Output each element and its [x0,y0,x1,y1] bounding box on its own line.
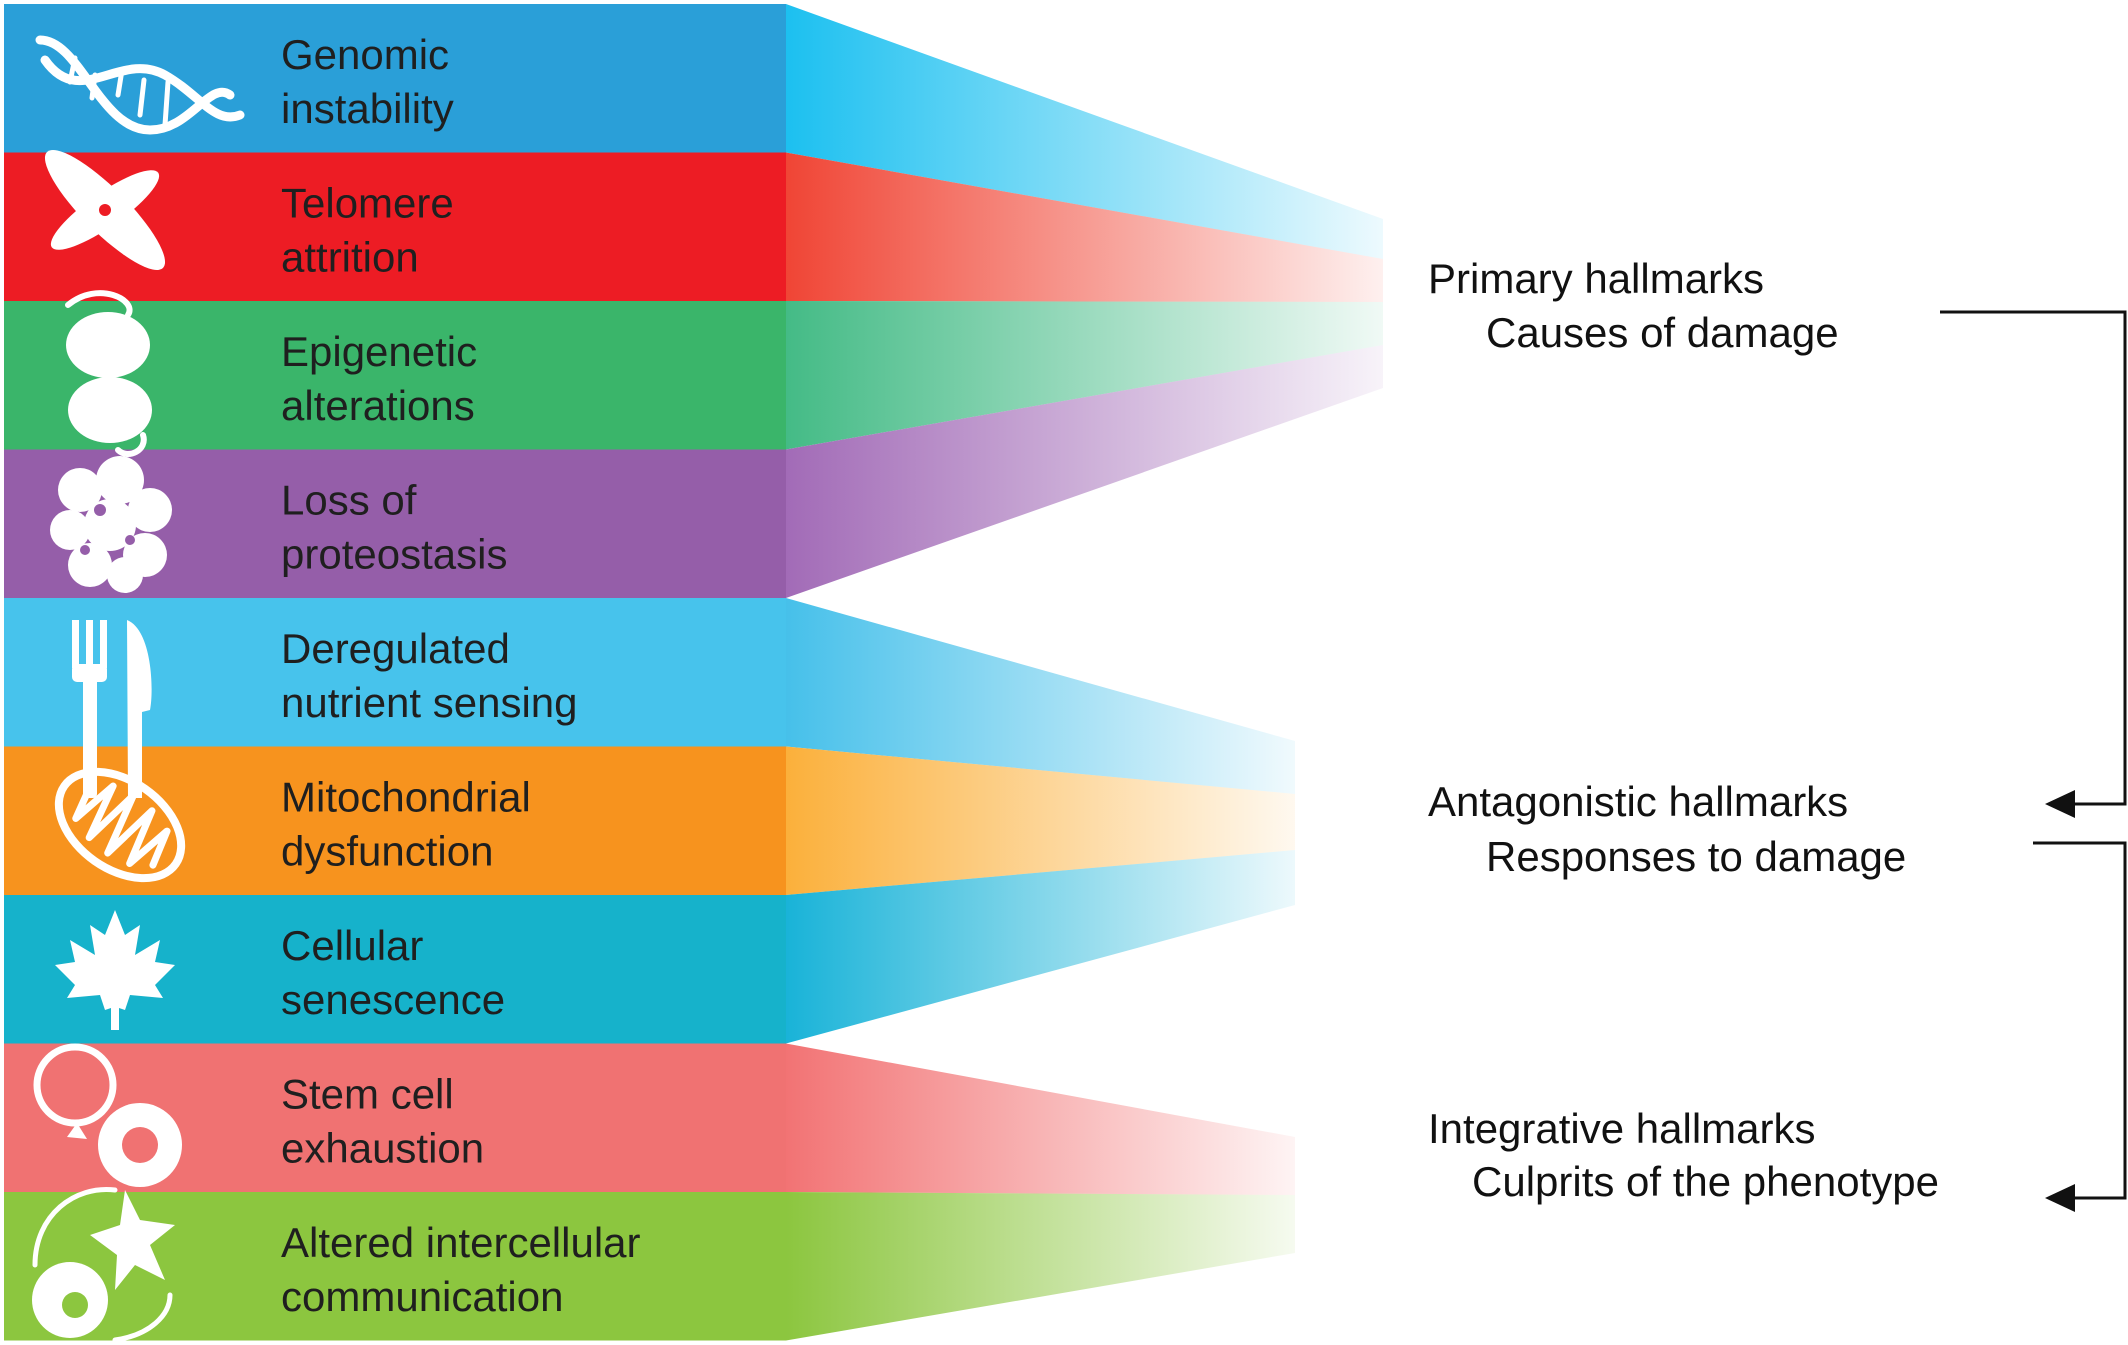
primary-subtitle: Causes of damage [1486,309,1839,356]
arrowhead-icon [2045,1184,2075,1212]
primary-group-label: Primary hallmarks Causes of damage [1428,255,1839,356]
beam-9 [786,1192,1295,1341]
hallmark-label-8: Stem cell exhaustion [281,1071,484,1172]
converging-beams [786,4,1383,1341]
beam-3 [786,301,1383,450]
beam-6 [786,746,1295,895]
beam-8 [786,1043,1295,1195]
antagonistic-to-integrative-arrow [2033,841,2127,1212]
antagonistic-subtitle: Responses to damage [1486,833,1906,880]
antagonistic-group-label: Antagonistic hallmarks Responses to dama… [1428,778,1906,880]
cell-communication-icon [32,1186,175,1343]
mitochondrion-icon [54,767,186,883]
hallmark-label-4: Loss of proteostasis [281,477,507,578]
hallmark-labels: Genomic instability Telomere attrition Epige… [281,31,641,1320]
hallmark-label-6: Mitochondrial dysfunction [281,774,531,875]
arrowhead-icon [2045,790,2075,818]
hallmark-label-7: Cellular senescence [281,922,505,1023]
antagonistic-title: Antagonistic hallmarks [1428,778,1848,825]
hallmark-icons [32,35,245,1343]
hallmark-label-5: Deregulated nutrient sensing [281,625,578,726]
hallmark-label-3: Epigenetic alterations [281,328,477,429]
hallmark-label-1: Genomic instability [281,31,454,132]
hallmark-label-9: Altered intercellular communication [281,1219,641,1320]
chromosome-icon [44,149,166,271]
hallmark-label-2: Telomere attrition [281,180,454,281]
beam-7 [786,850,1295,1044]
stem-cell-icon [33,1043,182,1187]
dna-icon [35,35,245,135]
integrative-group-label: Integrative hallmarks Culprits of the ph… [1428,1105,1939,1205]
nucleosome-icon [65,290,152,457]
beam-4 [786,345,1383,598]
beam-5 [786,598,1295,794]
maple-leaf-icon [55,910,175,1030]
beam-2 [786,152,1383,302]
primary-to-antagonistic-arrow [1940,310,2127,818]
integrative-title: Integrative hallmarks [1428,1105,1816,1152]
protein-icon [50,456,172,593]
beam-1 [786,4,1383,259]
integrative-subtitle: Culprits of the phenotype [1472,1158,1939,1205]
primary-title: Primary hallmarks [1428,255,1764,302]
